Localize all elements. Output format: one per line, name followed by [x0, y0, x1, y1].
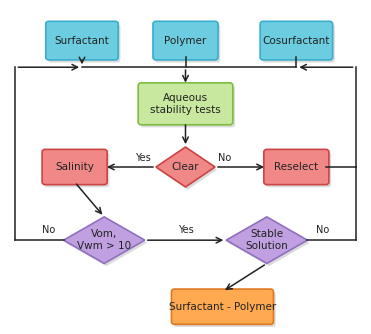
- Text: Stable
Solution: Stable Solution: [246, 229, 288, 251]
- FancyBboxPatch shape: [42, 149, 107, 185]
- Polygon shape: [66, 219, 147, 266]
- Text: Surfactant - Polymer: Surfactant - Polymer: [169, 302, 276, 312]
- FancyBboxPatch shape: [264, 149, 329, 185]
- FancyBboxPatch shape: [260, 21, 333, 60]
- Polygon shape: [63, 217, 145, 264]
- Text: Surfactant: Surfactant: [55, 36, 109, 46]
- Text: Cosurfactant: Cosurfactant: [263, 36, 330, 46]
- Polygon shape: [156, 147, 215, 187]
- Text: No: No: [316, 225, 329, 235]
- Text: Salinity: Salinity: [55, 162, 94, 172]
- FancyBboxPatch shape: [46, 21, 118, 60]
- FancyBboxPatch shape: [138, 83, 233, 125]
- FancyBboxPatch shape: [266, 152, 331, 187]
- Text: Yes: Yes: [178, 225, 193, 235]
- Polygon shape: [158, 150, 217, 190]
- FancyBboxPatch shape: [262, 24, 335, 62]
- FancyBboxPatch shape: [44, 152, 109, 187]
- Polygon shape: [226, 217, 308, 264]
- Text: Yes: Yes: [135, 153, 151, 163]
- Text: Aqueous
stability tests: Aqueous stability tests: [150, 93, 221, 115]
- Text: No: No: [218, 153, 231, 163]
- Polygon shape: [229, 219, 310, 266]
- FancyBboxPatch shape: [153, 21, 218, 60]
- Text: No: No: [42, 225, 55, 235]
- FancyBboxPatch shape: [155, 24, 220, 62]
- FancyBboxPatch shape: [171, 289, 273, 324]
- FancyBboxPatch shape: [48, 24, 121, 62]
- Text: Reselect: Reselect: [274, 162, 318, 172]
- FancyBboxPatch shape: [174, 292, 276, 327]
- Text: Clear: Clear: [172, 162, 199, 172]
- Text: Polymer: Polymer: [164, 36, 207, 46]
- Text: Vom,
Vwm > 10: Vom, Vwm > 10: [77, 229, 131, 251]
- FancyBboxPatch shape: [140, 86, 235, 127]
